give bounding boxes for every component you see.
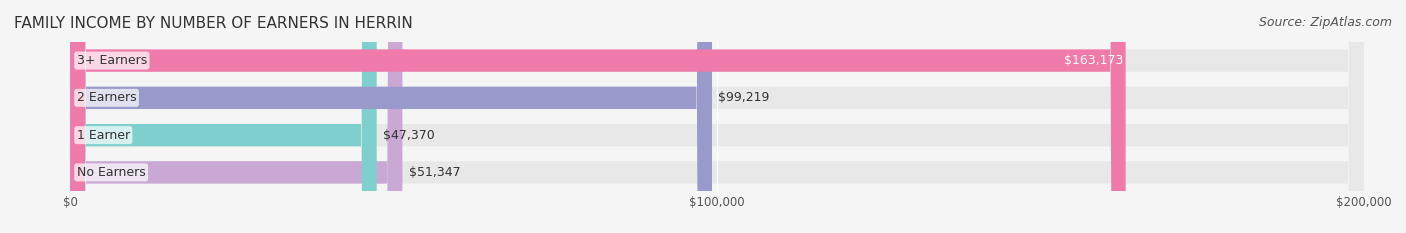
FancyBboxPatch shape [70,0,402,233]
Text: 2 Earners: 2 Earners [77,91,136,104]
FancyBboxPatch shape [70,0,1364,233]
Text: $99,219: $99,219 [718,91,770,104]
Text: $163,173: $163,173 [1064,54,1123,67]
Text: $47,370: $47,370 [384,129,434,142]
FancyBboxPatch shape [70,0,1364,233]
Text: $51,347: $51,347 [409,166,461,179]
FancyBboxPatch shape [70,0,1364,233]
Text: Source: ZipAtlas.com: Source: ZipAtlas.com [1258,16,1392,29]
Text: 1 Earner: 1 Earner [77,129,129,142]
Text: No Earners: No Earners [77,166,145,179]
FancyBboxPatch shape [70,0,1126,233]
Text: 3+ Earners: 3+ Earners [77,54,148,67]
FancyBboxPatch shape [70,0,377,233]
FancyBboxPatch shape [70,0,711,233]
FancyBboxPatch shape [70,0,1364,233]
Text: FAMILY INCOME BY NUMBER OF EARNERS IN HERRIN: FAMILY INCOME BY NUMBER OF EARNERS IN HE… [14,16,413,31]
